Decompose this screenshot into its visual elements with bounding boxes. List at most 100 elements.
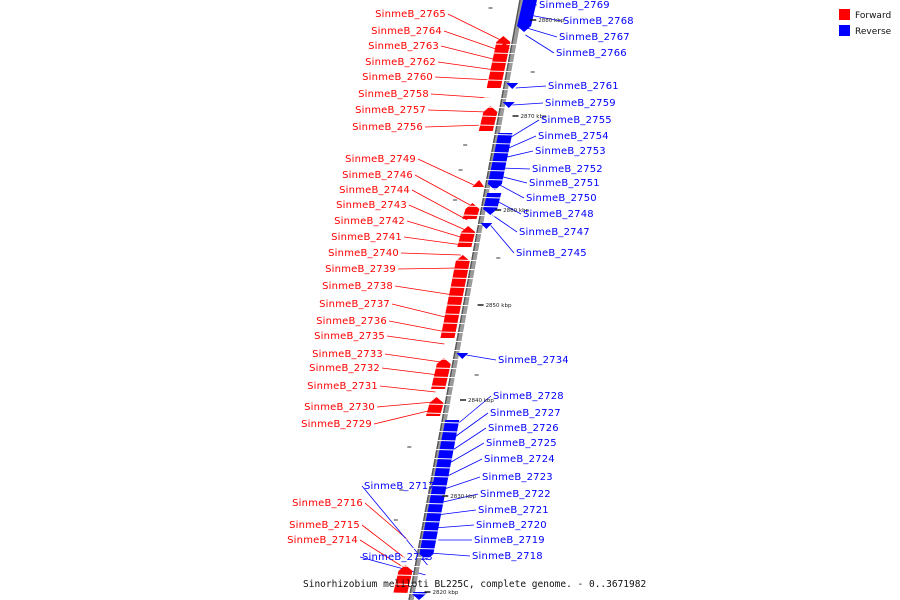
leader-line (443, 458, 483, 479)
leader-line (400, 252, 461, 256)
leader-line (411, 189, 468, 221)
gene-separator (483, 97, 520, 100)
gene-separator (402, 538, 439, 541)
gene-label: SinmeB_2741 (331, 232, 402, 243)
gene-label: SinmeB_2759 (545, 98, 616, 109)
gene-label: SinmeB_2763 (368, 41, 439, 52)
leader-line (525, 34, 555, 54)
gene-separator (432, 376, 469, 379)
reverse-gene-arrow (506, 83, 519, 89)
legend-reverse-label: Reverse (855, 27, 892, 37)
gene-label: SinmeB_2733 (312, 349, 383, 360)
gene-label: SinmeB_2719 (474, 535, 545, 546)
gene-separator (442, 322, 479, 325)
gene-label: SinmeB_2761 (548, 81, 619, 92)
gene-separator (430, 385, 467, 388)
gene-label: SinmeB_2746 (342, 170, 413, 181)
leader-line (434, 524, 475, 529)
gene-separator (438, 340, 475, 343)
gene-separator (447, 295, 484, 298)
gene-separator (437, 349, 474, 352)
gene-separator (422, 430, 459, 433)
gene-label: SinmeB_2764 (371, 26, 442, 37)
gene-separator (413, 475, 450, 478)
leader-line (529, 14, 562, 22)
gene-label: SinmeB_2765 (375, 9, 446, 20)
gene-separator (397, 565, 434, 568)
leader-line (424, 124, 485, 128)
gene-label: SinmeB_2754 (538, 131, 609, 142)
leader-line (504, 135, 537, 151)
forward-gene-block (431, 358, 451, 389)
leader-line (447, 427, 487, 454)
gene-label: SinmeB_2735 (314, 331, 385, 342)
leader-line (364, 502, 409, 541)
gene-label: SinmeB_2760 (362, 72, 433, 83)
leader-line (502, 150, 534, 159)
leader-line (429, 552, 471, 557)
scale-tick-label: 2830 kbp (450, 494, 476, 500)
legend: Forward Reverse (839, 9, 892, 37)
gene-label: SinmeB_2714 (287, 535, 358, 546)
map-title: Sinorhizobium meliloti BL225C, complete … (303, 579, 646, 590)
gene-separator (455, 250, 492, 253)
reverse-gene-arrow (456, 353, 469, 359)
gene-separator (465, 196, 502, 199)
genome-backbone (408, 0, 525, 600)
gene-label: SinmeB_2721 (478, 505, 549, 516)
leader-line (440, 45, 497, 61)
gene-label: SinmeB_2753 (535, 146, 606, 157)
gene-label: SinmeB_2724 (484, 454, 555, 465)
gene-label: SinmeB_2725 (486, 438, 557, 449)
gene-label: SinmeB_2732 (309, 363, 380, 374)
gene-label: SinmeB_2745 (516, 248, 587, 259)
leader-line (491, 214, 518, 233)
scale-tick-label: 2850 kbp (486, 303, 512, 309)
forward-gene-block (393, 565, 413, 593)
label-leader-lines (359, 3, 562, 576)
leader-line (437, 61, 496, 71)
leader-line (526, 27, 558, 38)
gene-separator (458, 232, 495, 235)
gene-label: SinmeB_2750 (526, 193, 597, 204)
gene-separator (428, 394, 465, 397)
gene-separator (433, 367, 470, 370)
leader-line (436, 509, 477, 516)
leader-line (430, 93, 490, 99)
leader-line (391, 303, 450, 319)
gene-label: SinmeB_2749 (345, 154, 416, 165)
gene-separator (475, 142, 512, 145)
gene-separator (427, 403, 464, 406)
leader-line (361, 485, 428, 566)
gene-separator (407, 511, 444, 514)
gene-separator (425, 412, 462, 415)
gene-label: SinmeB_2744 (339, 185, 410, 196)
scale-tick-label: 2860 kbp (503, 208, 529, 214)
leader-line (381, 367, 439, 376)
leader-line (438, 493, 479, 504)
gene-label: SinmeB_2715 (289, 520, 360, 531)
gene-separator (457, 241, 494, 244)
legend-forward-swatch (839, 9, 850, 20)
gene-label: SinmeB_2756 (352, 122, 423, 133)
gene-label: SinmeB_2751 (529, 178, 600, 189)
gene-separator (403, 529, 440, 532)
gene-label: SinmeB_2747 (519, 227, 590, 238)
reverse-gene-block (419, 420, 460, 560)
leader-line (497, 183, 525, 199)
leader-line (359, 539, 404, 568)
leader-line (403, 236, 463, 246)
gene-label: SinmeB_2720 (476, 520, 547, 531)
gene-label: SinmeB_2734 (498, 355, 569, 366)
leader-line (394, 285, 454, 296)
leader-line (417, 158, 474, 186)
leader-line (379, 385, 436, 393)
leader-line (466, 354, 497, 361)
legend-reverse-swatch (839, 25, 850, 36)
gene-separator (398, 556, 435, 559)
scale-tick-label: 2840 kbp (468, 398, 494, 404)
gene-label: SinmeB_2726 (488, 423, 559, 434)
reverse-gene-block (517, 0, 537, 32)
gene-separator (490, 61, 527, 64)
